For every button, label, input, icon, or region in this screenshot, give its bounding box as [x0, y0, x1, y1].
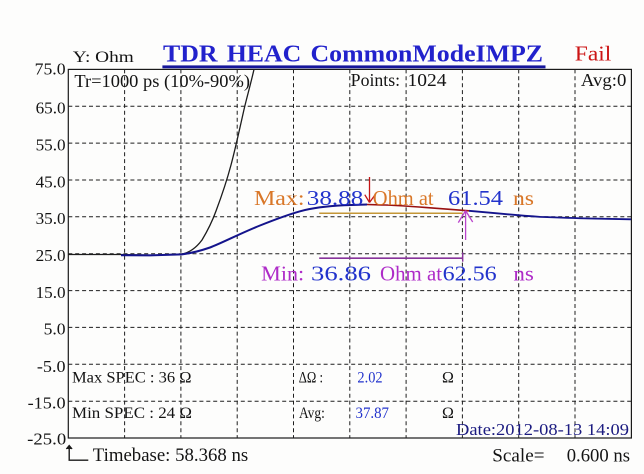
svg-text:Max:: Max: — [254, 186, 305, 210]
svg-text:-25.0: -25.0 — [27, 429, 66, 448]
svg-text:Ohm at: Ohm at — [380, 261, 442, 285]
svg-text:35.0: 35.0 — [36, 209, 66, 228]
svg-text:38.88: 38.88 — [307, 186, 364, 210]
svg-text:62.56: 62.56 — [443, 261, 497, 285]
svg-text:Timebase: 58.368 ns: Timebase: 58.368 ns — [93, 445, 248, 466]
svg-text:2.02: 2.02 — [357, 370, 382, 387]
svg-text:Y: Ohm: Y: Ohm — [73, 49, 135, 66]
svg-text:-5.0: -5.0 — [37, 357, 66, 376]
svg-text:Ω: Ω — [442, 405, 454, 422]
svg-text:36.86: 36.86 — [311, 261, 371, 285]
svg-text:Tr=1000 ps (10%-90%): Tr=1000 ps (10%-90%) — [74, 71, 250, 91]
svg-text:Ohm at: Ohm at — [373, 186, 434, 210]
svg-text:5.0: 5.0 — [44, 320, 66, 339]
svg-text:Min SPEC : 24 Ω: Min SPEC : 24 Ω — [72, 405, 192, 422]
svg-text:75.0: 75.0 — [35, 60, 66, 79]
svg-text:Avg:: Avg: — [299, 405, 325, 422]
svg-text:Scale=: Scale= — [492, 446, 544, 467]
svg-text:25.0: 25.0 — [36, 246, 66, 265]
svg-text:-15.0: -15.0 — [28, 393, 66, 412]
svg-text:Date:2012-08-13 14:09: Date:2012-08-13 14:09 — [456, 420, 629, 439]
svg-text:Avg:0: Avg:0 — [581, 70, 627, 90]
svg-text:TDR HEAC CommonModeIMPZ: TDR HEAC CommonModeIMPZ — [163, 41, 543, 67]
svg-text:ΔΩ :: ΔΩ : — [299, 370, 323, 387]
svg-text:Fail: Fail — [575, 42, 612, 66]
svg-text:65.0: 65.0 — [36, 99, 66, 118]
svg-text:0.600 ns: 0.600 ns — [567, 446, 630, 467]
svg-text:15.0: 15.0 — [36, 283, 66, 302]
svg-text:Ω: Ω — [442, 370, 454, 387]
svg-text:1024: 1024 — [408, 70, 447, 90]
svg-text:Max SPEC : 36 Ω: Max SPEC : 36 Ω — [72, 370, 192, 387]
svg-text:ns: ns — [513, 261, 534, 285]
svg-text:ns: ns — [513, 186, 534, 210]
svg-text:55.0: 55.0 — [36, 135, 66, 154]
svg-text:Min:: Min: — [261, 261, 304, 285]
svg-text:37.87: 37.87 — [356, 405, 390, 422]
svg-text:45.0: 45.0 — [36, 172, 66, 191]
svg-text:61.54: 61.54 — [448, 186, 504, 210]
svg-text:Points:: Points: — [351, 70, 400, 90]
